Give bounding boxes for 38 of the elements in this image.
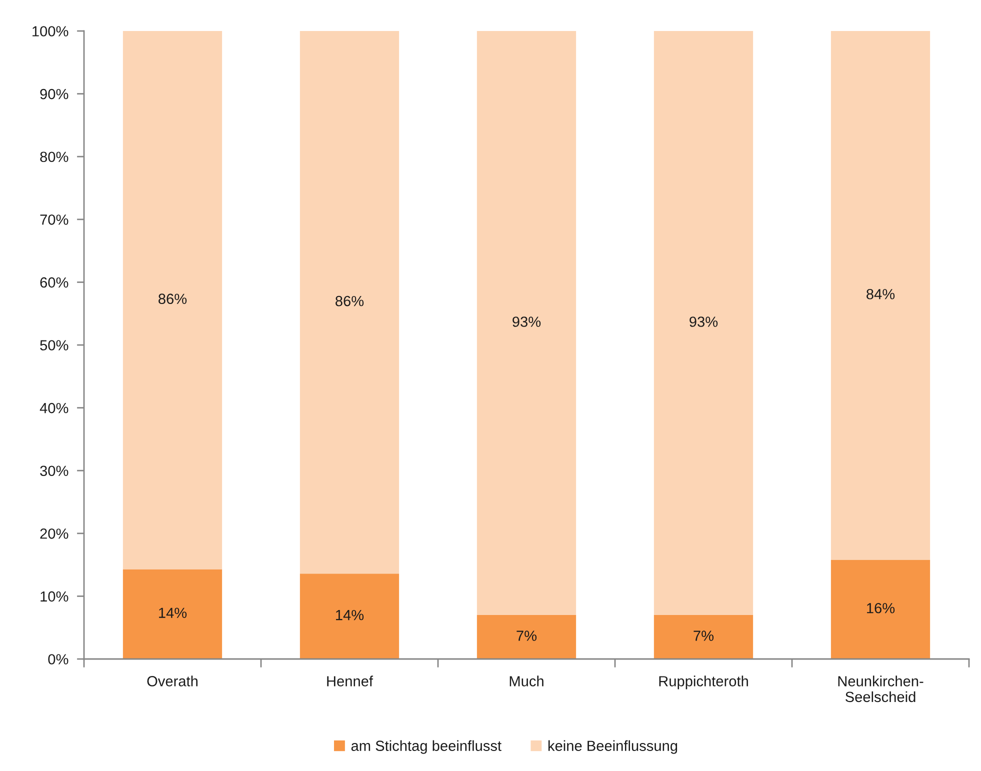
x-tick-label: Overath — [147, 676, 198, 686]
y-tick-label: 100% — [32, 26, 68, 36]
y-tick-label: 60% — [40, 277, 68, 288]
y-tick-label: 40% — [40, 402, 68, 414]
data-label: 93% — [690, 316, 718, 327]
y-tick-label: 10% — [40, 591, 68, 602]
bar — [122, 31, 222, 570]
x-tick-label: Much — [510, 676, 544, 686]
bar — [654, 31, 754, 616]
bar — [830, 560, 930, 659]
y-tick-label: 20% — [40, 528, 68, 539]
data-label: 7% — [694, 630, 714, 641]
data-label: 86% — [336, 296, 364, 306]
bar — [654, 615, 754, 659]
bar — [476, 615, 576, 659]
legend-label: keine Beeinflussung — [548, 740, 678, 754]
y-tick-label: 90% — [40, 88, 68, 100]
data-label: 14% — [159, 608, 187, 618]
x-tick-label: Ruppichteroth — [659, 676, 748, 690]
y-tick-label: 50% — [40, 340, 68, 350]
bar — [122, 569, 222, 659]
x-tick-label: Hennef — [327, 676, 374, 686]
legend-label: am Stichtag beeinflusst — [351, 740, 502, 754]
y-tick-label: 80% — [40, 152, 68, 162]
bar — [830, 31, 930, 560]
data-label: 7% — [516, 630, 537, 641]
y-tick-label: 30% — [40, 466, 68, 476]
bar — [300, 574, 400, 659]
x-tick-label: Neunkirchen- Seelscheid — [838, 676, 924, 702]
data-label: 86% — [158, 294, 187, 304]
data-label: 14% — [336, 610, 364, 620]
y-tick-label: 0% — [48, 654, 68, 664]
y-tick-label: 70% — [40, 214, 68, 225]
data-label: 84% — [866, 288, 895, 300]
data-label: 16% — [867, 602, 895, 614]
bar — [476, 31, 576, 616]
data-label: 93% — [512, 316, 541, 327]
bar — [300, 31, 400, 574]
